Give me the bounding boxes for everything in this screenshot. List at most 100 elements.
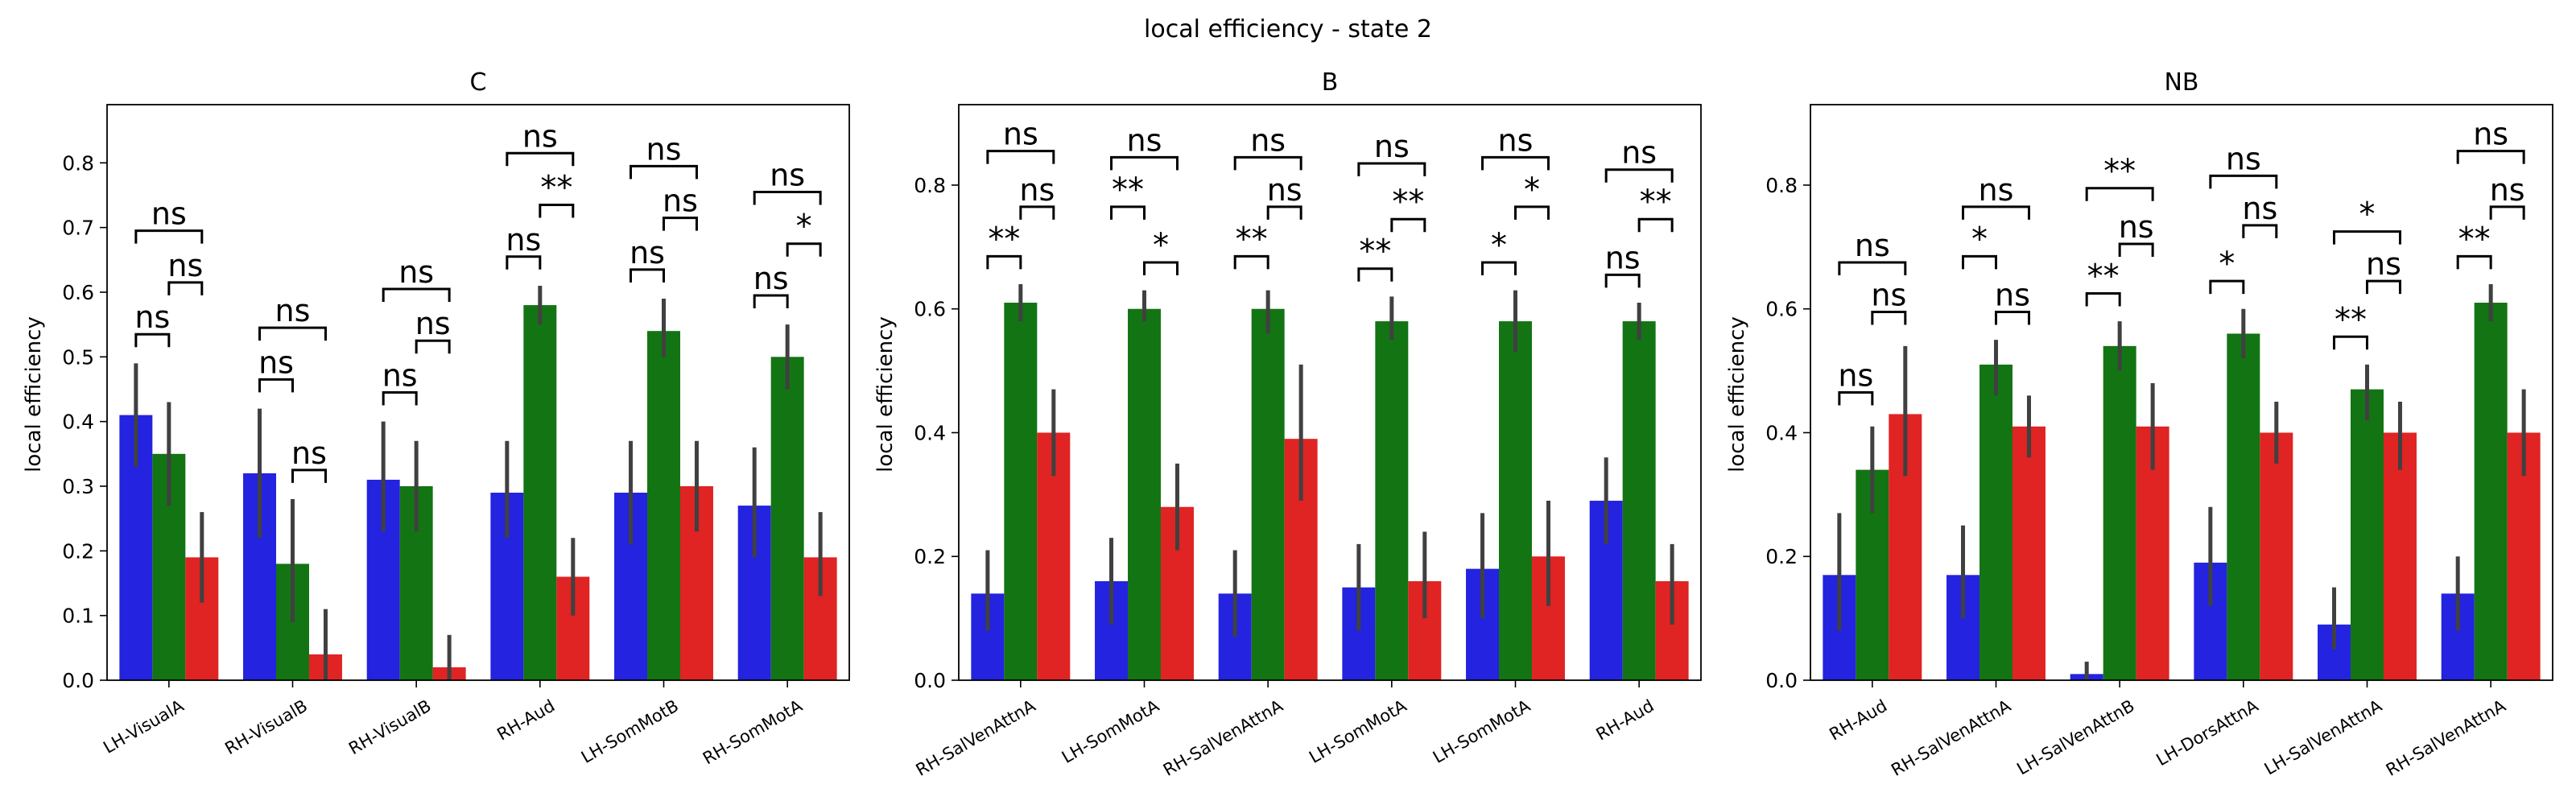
- significance-bracket: [1357, 267, 1393, 282]
- significance-label: ns: [1855, 228, 1890, 263]
- significance-label: ns: [415, 306, 451, 341]
- significance-label: ns: [398, 254, 434, 290]
- significance-label: ns: [167, 248, 203, 283]
- significance-bracket: [1357, 162, 1426, 177]
- significance-bracket: [2118, 242, 2154, 257]
- significance-bracket: [1962, 254, 1997, 270]
- bar: [1251, 308, 1285, 680]
- axes-frame: [958, 104, 1702, 681]
- significance-bracket: [415, 339, 451, 354]
- significance-bracket: [2242, 224, 2278, 238]
- y-tick-label: 0.8: [1765, 174, 1798, 197]
- significance-bracket: [663, 217, 698, 231]
- y-tick-label: 0.1: [62, 605, 94, 628]
- y-tick-label: 0.0: [1765, 669, 1798, 692]
- x-tick-label: RH-SalVenAttnA: [1160, 696, 1286, 780]
- significance-bracket: [986, 254, 1022, 270]
- x-tick-label: LH-DorsAttnA: [2153, 696, 2262, 770]
- bar: [1004, 303, 1038, 680]
- significance-bracket: [1637, 217, 1674, 233]
- significance-bracket: [1390, 217, 1426, 233]
- significance-label: ns: [646, 131, 682, 167]
- y-tick-label: 0.0: [62, 669, 94, 692]
- bar: [2260, 432, 2293, 680]
- significance-label: ns: [2242, 191, 2277, 226]
- plot-area: 0.0 0.1 0.2 0.3 0.4 0.5 0.6 0.7 0.8 LH-VisualA RH-…: [62, 104, 850, 768]
- significance-bracket: [630, 268, 665, 283]
- significance-bracket: [1233, 254, 1269, 270]
- panel-title: NB: [2164, 68, 2198, 97]
- significance-label: ns: [1995, 278, 2030, 313]
- significance-label: *: [2219, 246, 2235, 283]
- chart-panel-nb: NB local efficiency 0.0 0.2 0.4 0.6 0.8 RH-Au…: [1725, 68, 2553, 780]
- significance-label: ns: [1019, 172, 1055, 208]
- significance-bracket: [1110, 205, 1146, 220]
- significance-bracket: [382, 287, 451, 302]
- x-tick-label: LH-SomMotA: [1306, 696, 1410, 767]
- significance-bracket: [134, 229, 204, 244]
- significance-label: *: [2359, 196, 2376, 233]
- bar: [523, 305, 557, 680]
- significance-bracket: [2333, 335, 2368, 350]
- plot-area: 0.00.20.40.60.8RH-SalVenAttnA LH-SomMotAR…: [913, 104, 1702, 780]
- x-tick-label: RH-VisualB: [221, 696, 311, 759]
- significance-label: ns: [275, 293, 311, 328]
- significance-label: **: [2334, 301, 2367, 338]
- significance-label: ns: [1498, 122, 1534, 158]
- significance-label: ns: [1250, 122, 1286, 158]
- y-tick-label: 0.4: [1765, 421, 1798, 444]
- significance-label: ns: [2366, 246, 2401, 282]
- significance-bracket: [1233, 155, 1302, 171]
- bar: [2227, 333, 2260, 680]
- x-tick-label: RH-SalVenAttnA: [913, 696, 1039, 780]
- significance-label: **: [1236, 221, 1268, 258]
- y-tick-label: 0.4: [914, 421, 946, 444]
- y-tick-label: 0.0: [914, 669, 946, 692]
- y-tick-label: 0.2: [62, 539, 94, 563]
- significance-label: **: [2458, 221, 2491, 258]
- y-tick-label: 0.2: [914, 545, 946, 568]
- significance-label: ns: [382, 358, 418, 394]
- significance-label: ns: [1621, 135, 1657, 171]
- significance-label: ns: [1127, 122, 1162, 158]
- x-tick-label: RH-Aud: [1593, 696, 1657, 745]
- significance-bracket: [1019, 205, 1055, 220]
- bar: [1375, 321, 1409, 680]
- significance-label: ns: [1003, 117, 1038, 152]
- x-tick-label: LH-SomMotB: [578, 696, 682, 767]
- panel-title: C: [470, 68, 487, 97]
- significance-label: ns: [1374, 129, 1410, 164]
- x-tick-label: RH-SomMotA: [700, 696, 806, 768]
- bar: [2383, 432, 2417, 680]
- significance-bracket: [2366, 279, 2401, 295]
- significance-bracket: [1962, 205, 2030, 220]
- significance-bracket: [1266, 205, 1302, 220]
- significance-label: *: [1491, 227, 1507, 264]
- significance-label: ns: [291, 436, 327, 471]
- axes-frame: [106, 104, 850, 681]
- significance-bracket: [2489, 205, 2525, 220]
- significance-bracket: [291, 469, 327, 483]
- bar: [1622, 321, 1656, 680]
- y-tick-label: 0.7: [62, 217, 94, 240]
- significance-bracket: [1871, 311, 1907, 325]
- significance-bracket: [2209, 174, 2278, 189]
- x-tick-label: RH-VisualB: [345, 696, 435, 759]
- significance-label: ns: [1979, 172, 2014, 208]
- significance-bracket: [1110, 155, 1179, 171]
- x-tick-label: LH-SalVenAttnA: [2261, 696, 2386, 778]
- significance-bracket: [2085, 291, 2121, 307]
- significance-bracket: [2085, 187, 2154, 201]
- y-tick-label: 0.6: [62, 281, 94, 304]
- significance-bracket: [753, 190, 822, 205]
- bar: [647, 331, 680, 680]
- y-tick-label: 0.4: [62, 411, 94, 434]
- significance-bracket: [753, 294, 789, 308]
- significance-label: ns: [630, 235, 665, 270]
- significance-label: ns: [1267, 172, 1302, 208]
- significance-bracket: [539, 204, 575, 218]
- significance-bracket: [1481, 155, 1550, 171]
- significance-label: ns: [753, 261, 789, 296]
